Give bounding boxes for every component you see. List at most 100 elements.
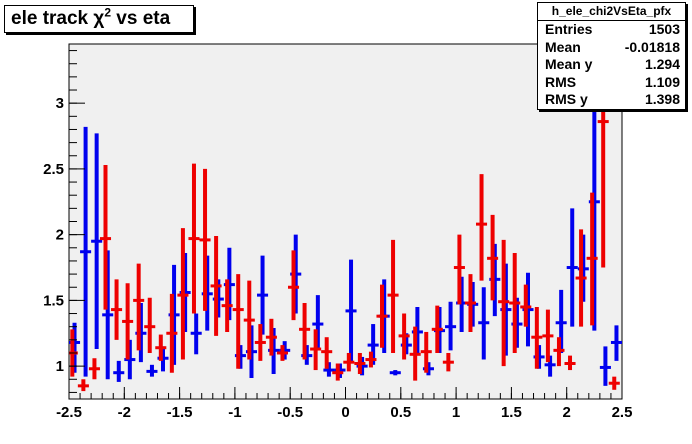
data-point	[531, 306, 543, 369]
data-point	[323, 362, 335, 377]
stats-row-mean: Mean -0.01818	[538, 39, 685, 57]
stats-value: 1503	[648, 21, 680, 37]
data-point	[88, 358, 100, 380]
data-point	[520, 284, 532, 327]
data-point	[608, 376, 620, 390]
y-tick-label: 1.5	[43, 292, 64, 309]
data-point	[144, 297, 156, 353]
stats-label: RMS	[545, 73, 577, 90]
data-point	[312, 295, 324, 351]
data-point	[80, 126, 92, 377]
data-point	[210, 235, 222, 336]
data-point	[487, 214, 499, 301]
data-point	[564, 355, 576, 371]
stats-label: Mean	[545, 38, 581, 55]
data-point	[376, 284, 388, 348]
data-point	[445, 301, 457, 351]
stats-value: 1.109	[644, 73, 680, 90]
series-0	[69, 63, 622, 386]
stats-value: 1.398	[644, 91, 680, 107]
y-tick-label: 3	[56, 95, 64, 112]
data-point	[610, 325, 622, 361]
data-point	[332, 363, 344, 381]
data-point	[387, 239, 399, 353]
stats-label: RMS y	[545, 91, 588, 107]
x-tick-label: -1	[228, 404, 241, 421]
data-point	[553, 337, 565, 367]
data-point	[91, 133, 103, 350]
stats-value: 1.294	[644, 56, 680, 72]
data-point	[276, 345, 288, 361]
title-tail: vs eta	[111, 8, 171, 29]
data-point	[243, 280, 255, 360]
x-tick-label: 0	[341, 404, 349, 421]
data-point	[555, 289, 567, 353]
stats-label: Entries	[545, 21, 593, 37]
data-point	[464, 274, 477, 332]
data-point	[398, 313, 410, 360]
y-tick-label: 2.5	[43, 161, 64, 178]
data-point	[122, 283, 134, 360]
stats-histogram-name: h_ele_chi2VsEta_pfx	[538, 3, 685, 21]
data-point	[221, 279, 233, 332]
data-point	[442, 352, 454, 372]
data-point	[453, 234, 465, 305]
data-point	[188, 163, 200, 314]
stats-label: Mean y	[545, 56, 593, 72]
data-point	[343, 352, 355, 372]
title-superscript: 2	[104, 5, 112, 20]
data-point	[257, 255, 269, 335]
data-point	[420, 331, 432, 373]
stats-row-mean-y: Mean y 1.294	[538, 56, 685, 74]
data-point	[365, 351, 377, 368]
series-1	[69, 44, 620, 392]
data-point	[566, 208, 578, 327]
data-point	[542, 309, 554, 363]
chart-title: ele track χ2 vs eta	[4, 5, 194, 33]
x-tick-label: 2.5	[612, 404, 633, 421]
x-tick-label: 2	[563, 404, 571, 421]
x-tick-label: -1.5	[167, 404, 193, 421]
data-point	[310, 329, 322, 371]
data-point	[232, 274, 244, 369]
data-point	[389, 370, 401, 376]
data-point	[166, 293, 178, 373]
data-point	[597, 44, 609, 268]
data-point	[99, 164, 112, 310]
data-point	[102, 250, 114, 380]
data-point	[345, 259, 357, 364]
data-point	[367, 324, 379, 365]
data-point	[146, 364, 158, 377]
stats-row-entries: Entries 1503	[538, 21, 685, 39]
y-tick-label: 2	[56, 227, 64, 244]
title-text: ele track χ	[11, 8, 105, 29]
data-point	[155, 334, 167, 361]
x-tick-label: -2	[118, 404, 131, 421]
x-tick-label: -0.5	[277, 404, 303, 421]
data-point	[77, 379, 89, 392]
data-point	[190, 313, 202, 355]
stats-row-rms: RMS 1.109	[538, 74, 685, 92]
data-point	[265, 318, 277, 356]
data-point	[133, 263, 145, 351]
data-point	[111, 279, 123, 340]
data-point	[254, 324, 266, 361]
data-point	[509, 253, 521, 353]
data-point	[199, 168, 211, 311]
data-point	[544, 355, 556, 377]
data-point	[177, 228, 189, 360]
data-point	[287, 250, 300, 321]
data-point	[409, 326, 421, 381]
data-point	[478, 287, 490, 360]
data-point	[599, 346, 611, 386]
data-point	[586, 192, 598, 326]
data-point	[113, 360, 125, 382]
stats-box: h_ele_chi2VsEta_pfx Entries 1503 Mean -0.0…	[537, 2, 686, 110]
x-tick-label: -2.5	[56, 404, 82, 421]
data-point	[431, 305, 443, 353]
x-tick-label: 0.5	[390, 404, 411, 421]
data-point	[476, 174, 488, 281]
x-tick-label: 1	[452, 404, 460, 421]
data-point	[299, 303, 311, 360]
